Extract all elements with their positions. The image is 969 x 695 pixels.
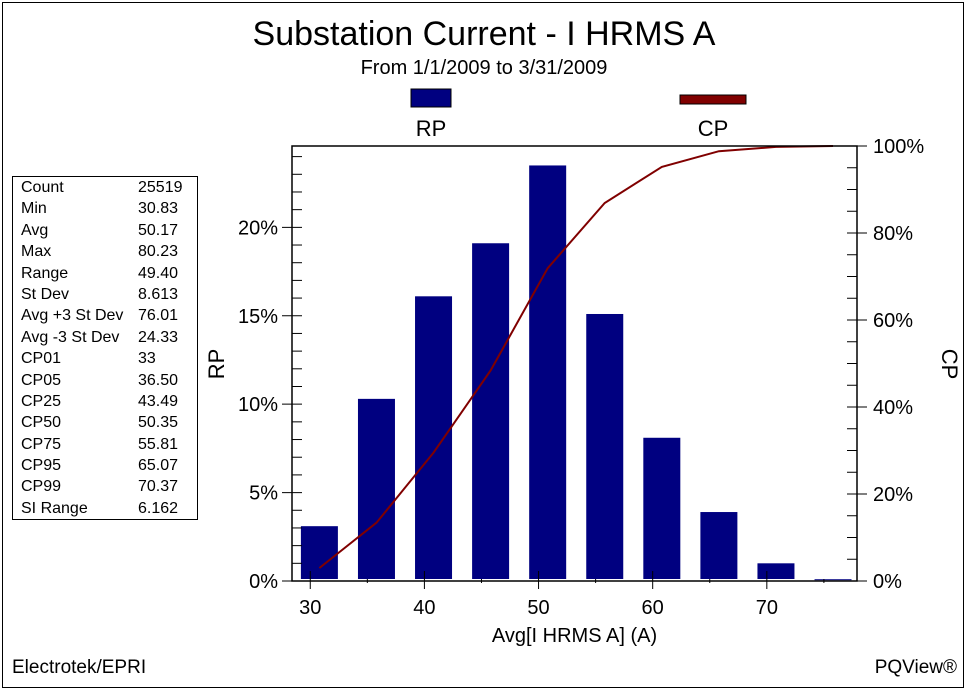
stat-row: Count 25519 xyxy=(21,177,197,198)
stat-label: CP25 xyxy=(21,392,62,410)
right-tick-label: 20% xyxy=(873,484,913,506)
stat-label: Avg xyxy=(21,221,49,239)
stat-label: Avg -3 St Dev xyxy=(21,328,120,346)
stat-value: 70.37 xyxy=(138,478,179,496)
stat-label: CP50 xyxy=(21,414,62,432)
left-tick-label: 5% xyxy=(249,483,278,505)
stat-row: CP05 36.50 xyxy=(21,370,197,391)
y2-axis-label: CP xyxy=(937,349,962,380)
stat-value: 30.83 xyxy=(138,200,179,218)
stat-value: 33 xyxy=(138,350,156,368)
stat-label: Max xyxy=(21,243,52,261)
stat-label: CP01 xyxy=(21,350,62,368)
stat-row: Avg -3 St Dev 24.33 xyxy=(21,327,197,348)
legend-cp-swatch xyxy=(679,94,747,105)
left-tick-label: 10% xyxy=(238,394,278,416)
right-tick-label: 0% xyxy=(873,571,902,593)
stat-value: 65.07 xyxy=(138,457,179,475)
left-tick-label: 20% xyxy=(238,217,278,239)
stat-value: 50.35 xyxy=(138,414,179,432)
stat-value: 76.01 xyxy=(138,307,179,325)
x-tick-label: 60 xyxy=(642,597,664,619)
rp-bar xyxy=(529,165,567,579)
stat-label: St Dev xyxy=(21,285,70,303)
legend-rp-swatch xyxy=(410,88,452,108)
stat-value: 80.23 xyxy=(138,243,179,261)
stat-label: Min xyxy=(21,200,47,218)
stat-row: Max 80.23 xyxy=(21,241,197,262)
stat-row: CP75 55.81 xyxy=(21,434,197,455)
stat-row: CP95 65.07 xyxy=(21,455,197,476)
stat-row: Min 30.83 xyxy=(21,198,197,219)
stat-label: CP75 xyxy=(21,435,62,453)
stat-value: 50.17 xyxy=(138,221,179,239)
x-axis-label: Avg[I HRMS A] (A) xyxy=(492,625,657,647)
footer-credit: Electrotek/EPRI xyxy=(12,657,147,678)
left-tick-label: 15% xyxy=(238,306,278,328)
rp-bar xyxy=(643,437,681,579)
right-tick-label: 80% xyxy=(873,223,913,245)
stat-label: Avg +3 St Dev xyxy=(21,307,124,325)
chart-frame xyxy=(2,2,964,688)
stat-value: 25519 xyxy=(138,179,183,196)
stat-value: 49.40 xyxy=(138,264,179,282)
stat-label: CP05 xyxy=(21,371,62,389)
stat-row: CP25 43.49 xyxy=(21,391,197,412)
rp-bar xyxy=(472,243,510,579)
statistics-table: Count 25519 Min 30.83 Avg 50.17 Max 80.23 Range 4… xyxy=(12,176,198,520)
stat-row: Range 49.40 xyxy=(21,263,197,284)
y-axis-label: RP xyxy=(204,349,229,380)
stat-value: 24.33 xyxy=(138,328,179,346)
stat-row: CP50 50.35 xyxy=(21,412,197,433)
stat-value: 55.81 xyxy=(138,435,179,453)
stat-label: Range xyxy=(21,264,69,282)
rp-bar xyxy=(357,398,395,579)
stat-row: St Dev 8.613 xyxy=(21,284,197,305)
stat-row: CP99 70.37 xyxy=(21,476,197,497)
rp-bar xyxy=(757,563,795,579)
rp-bar xyxy=(700,512,738,579)
rp-bar xyxy=(415,296,453,579)
left-tick-label: 0% xyxy=(249,571,278,593)
x-tick-label: 40 xyxy=(413,597,435,619)
rp-bar xyxy=(814,579,852,581)
stat-row: SI Range 6.162 xyxy=(21,498,197,519)
right-tick-label: 40% xyxy=(873,397,913,419)
x-tick-label: 70 xyxy=(756,597,778,619)
stat-label: Count xyxy=(21,179,64,196)
stat-label: CP99 xyxy=(21,478,62,496)
stat-row: Avg 50.17 xyxy=(21,220,197,241)
stat-label: SI Range xyxy=(21,499,88,517)
stat-label: CP95 xyxy=(21,457,62,475)
stat-value: 43.49 xyxy=(138,392,179,410)
stat-value: 36.50 xyxy=(138,371,179,389)
chart-subtitle: From 1/1/2009 to 3/31/2009 xyxy=(361,57,608,79)
cp-line xyxy=(318,145,834,569)
legend-cp-label: CP xyxy=(698,116,729,141)
right-tick-label: 100% xyxy=(873,136,924,158)
right-tick-label: 60% xyxy=(873,310,913,332)
rp-bar xyxy=(300,526,338,579)
stat-row: Avg +3 St Dev 76.01 xyxy=(21,305,197,326)
x-tick-label: 50 xyxy=(527,597,549,619)
x-tick-label: 30 xyxy=(299,597,321,619)
stat-value: 8.613 xyxy=(138,285,179,303)
stat-value: 6.162 xyxy=(138,499,179,517)
rp-bar xyxy=(586,313,624,579)
legend-rp-label: RP xyxy=(416,116,447,141)
chart-title: Substation Current - I HRMS A xyxy=(253,15,716,53)
footer-brand: PQView® xyxy=(874,657,957,678)
stat-row: CP01 33 xyxy=(21,348,197,369)
